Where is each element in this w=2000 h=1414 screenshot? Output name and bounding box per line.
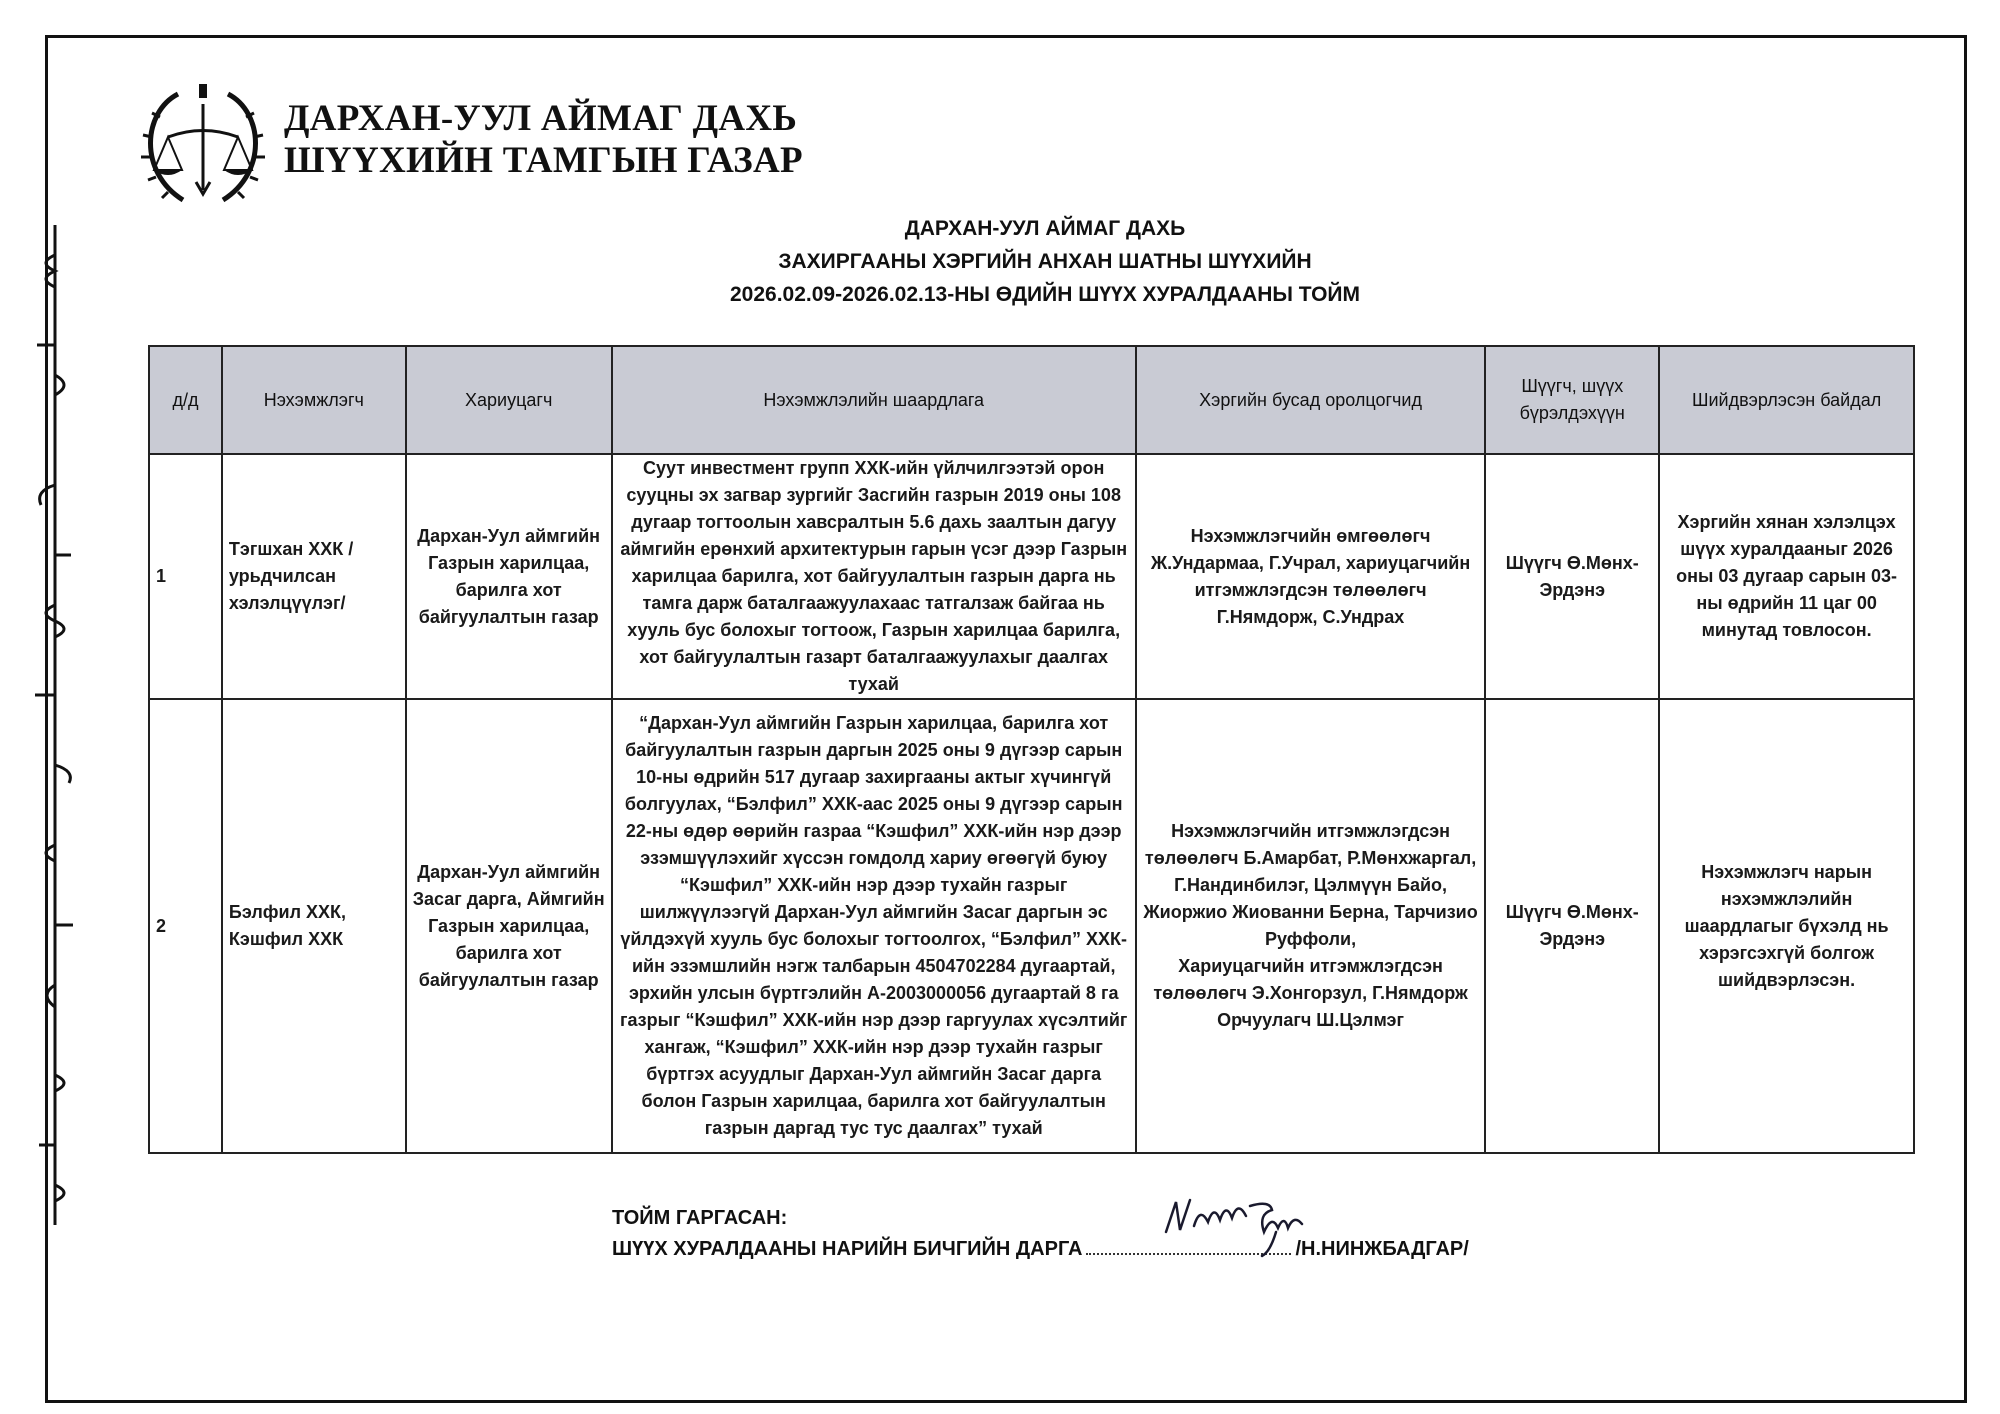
table-header-row: д/д Нэхэмжлэгч Хариуцагч Нэхэмжлэлийн ша…	[148, 345, 1915, 455]
col-header-participants: Хэргийн бусад оролцогчид	[1134, 345, 1487, 455]
org-line-2: ШҮҮХИЙН ТАМГЫН ГАЗАР	[284, 140, 803, 181]
cell-defendant: Дархан-Уул аймгийн Засаг дарга, Аймгийн …	[404, 698, 613, 1154]
handwritten-signature	[1164, 1198, 1304, 1258]
cell-defendant: Дархан-Уул аймгийн Газрын харилцаа, бари…	[404, 453, 613, 700]
cell-participants: Нэхэмжлэгчийн итгэмжлэгдсэн төлөөлөгч Б.…	[1134, 698, 1487, 1154]
cell-number: 2	[148, 698, 223, 1154]
col-header-judge: Шүүгч, шүүх бүрэлдэхүүн	[1484, 345, 1661, 455]
cell-judge: Шүүгч Ө.Мөнх-Эрдэнэ	[1484, 453, 1661, 700]
prepared-by-label: ТОЙМ ГАРГАСАН:	[612, 1207, 788, 1229]
cell-number: 1	[148, 453, 223, 700]
cell-claim: Суут инвестмент групп ХХК-ийн үйлчилгээт…	[610, 453, 1137, 700]
table-row: 2 Бэлфил ХХК, Кэшфил ХХК Дархан-Уул аймг…	[148, 698, 1915, 1154]
mongolian-script-vertical	[35, 225, 73, 1225]
prepared-by-block: ТОЙМ ГАРГАСАН: ШҮҮХ ХУРАЛДААНЫ НАРИЙН БИ…	[612, 1203, 1469, 1265]
title-line-1: ДАРХАН-УУЛ АЙМАГ ДАХЬ	[904, 217, 1186, 240]
prepared-by-line: ШҮҮХ ХУРАЛДААНЫ НАРИЙН БИЧГИЙН ДАРГА/Н.Н…	[612, 1234, 1469, 1265]
col-header-number: д/д	[148, 345, 223, 455]
org-line-1: ДАРХАН-УУЛ АЙМАГ ДАХЬ	[284, 98, 798, 139]
col-header-plaintiff: Нэхэмжлэгч	[220, 345, 407, 455]
col-header-claim: Нэхэмжлэлийн шаардлага	[610, 345, 1137, 455]
signature-line	[1086, 1235, 1292, 1255]
cell-claim: “Дархан-Уул аймгийн Газрын харилцаа, бар…	[610, 698, 1137, 1154]
title-line-2: ЗАХИРГААНЫ ХЭРГИЙН АНХАН ШАТНЫ ШҮҮХИЙН	[778, 250, 1312, 273]
col-header-decision: Шийдвэрлэсэн байдал	[1658, 345, 1915, 455]
court-emblem-icon	[141, 84, 265, 203]
page-border	[45, 35, 1967, 1403]
table-row: 1 Тэгшхан ХХК /урьдчилсан хэлэлцүүлэг/ Д…	[148, 453, 1915, 700]
document-title: ДАРХАН-УУЛ АЙМАГ ДАХЬ ЗАХИРГААНЫ ХЭРГИЙН…	[600, 212, 1490, 311]
cell-plaintiff: Бэлфил ХХК, Кэшфил ХХК	[220, 698, 407, 1154]
cell-participants: Нэхэмжлэгчийн өмгөөлөгч Ж.Ундармаа, Г.Уч…	[1134, 453, 1487, 700]
cell-decision: Хэргийн хянан хэлэлцэх шүүх хуралдааныг …	[1658, 453, 1915, 700]
col-header-defendant: Хариуцагч	[404, 345, 613, 455]
cell-judge: Шүүгч Ө.Мөнх-Эрдэнэ	[1484, 698, 1661, 1154]
organization-name: ДАРХАН-УУЛ АЙМАГ ДАХЬ ШҮҮХИЙН ТАМГЫН ГАЗ…	[284, 98, 803, 182]
title-line-3: 2026.02.09-2026.02.13-НЫ ӨДИЙН ШҮҮХ ХУРА…	[730, 283, 1360, 306]
secretary-name: /Н.НИНЖБАДГАР/	[1295, 1238, 1469, 1260]
hearing-schedule-table: д/д Нэхэмжлэгч Хариуцагч Нэхэмжлэлийн ша…	[148, 345, 1915, 1154]
cell-decision: Нэхэмжлэгч нарын нэхэмжлэлийн шаардлагыг…	[1658, 698, 1915, 1154]
secretary-position: ШҮҮХ ХУРАЛДААНЫ НАРИЙН БИЧГИЙН ДАРГА	[612, 1238, 1083, 1260]
cell-plaintiff: Тэгшхан ХХК /урьдчилсан хэлэлцүүлэг/	[220, 453, 407, 700]
